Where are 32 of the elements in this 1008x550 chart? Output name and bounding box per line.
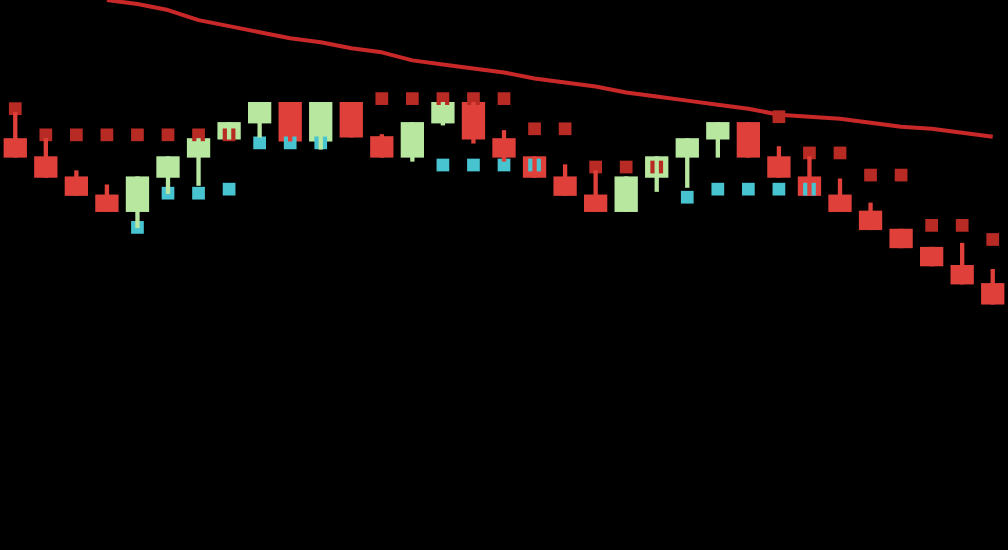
point xyxy=(70,128,83,142)
point xyxy=(925,219,938,232)
point xyxy=(192,186,205,200)
point xyxy=(497,92,511,105)
point xyxy=(8,102,22,116)
point xyxy=(253,136,266,150)
candlestick xyxy=(919,246,944,267)
point xyxy=(467,158,480,172)
point xyxy=(742,182,755,196)
point xyxy=(772,182,786,196)
point xyxy=(222,182,236,196)
point xyxy=(558,122,572,136)
candlestick xyxy=(339,101,363,138)
candlestick xyxy=(736,122,761,158)
point xyxy=(161,128,175,142)
point xyxy=(680,190,694,204)
point xyxy=(192,128,205,142)
point xyxy=(528,122,541,136)
point xyxy=(406,92,419,105)
point xyxy=(100,128,114,142)
point xyxy=(711,182,725,196)
point xyxy=(467,92,480,105)
point xyxy=(955,219,969,232)
point xyxy=(864,168,877,182)
point xyxy=(619,160,633,174)
point xyxy=(375,92,389,105)
candlestick xyxy=(614,176,638,212)
point xyxy=(986,233,1000,246)
candlestick xyxy=(889,228,913,249)
point xyxy=(131,128,144,142)
point xyxy=(772,110,786,124)
point xyxy=(39,128,53,142)
